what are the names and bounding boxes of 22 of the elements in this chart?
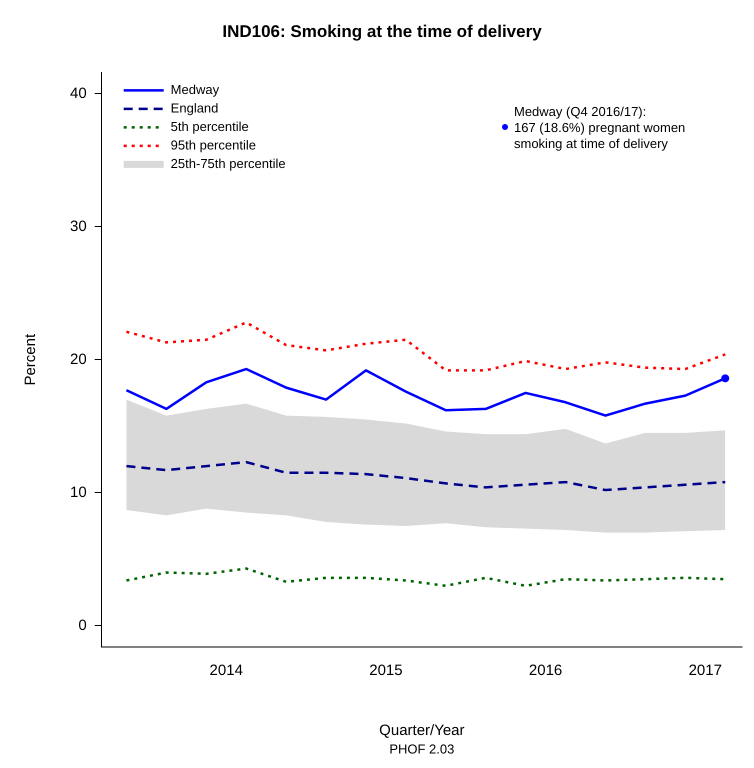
legend-label: Medway	[170, 82, 220, 97]
legend-label: 5th percentile	[170, 118, 249, 134]
annotation: Medway (Q4 2016/17): 167 (18.6%) pregnant women smoking at time of delivery	[514, 104, 686, 151]
y-tick-label: 0	[78, 616, 87, 634]
x-tick-label: 2015	[369, 662, 403, 680]
x-tick-label: 2017	[688, 662, 722, 680]
x-tick-label: 2014	[210, 662, 243, 680]
legend-label: 95th percentile	[170, 137, 256, 152]
chart-title: IND106: Smoking at the time of delivery	[222, 22, 542, 41]
y-tick-label: 10	[70, 484, 87, 501]
y-tick-label: 20	[70, 350, 87, 368]
line-series	[125, 321, 726, 372]
y-tick-label: 30	[70, 218, 87, 235]
line-series	[125, 567, 726, 588]
y-tick-label: 40	[70, 84, 87, 102]
legend-label: 25th-75th percentile	[170, 156, 286, 171]
text: PHOF 2.03	[389, 742, 454, 757]
legend-label: England	[170, 100, 218, 116]
x-axis-title: Quarter/Year	[379, 722, 465, 740]
x-tick-label: 2016	[528, 662, 562, 680]
y-axis-title: Percent	[22, 333, 40, 386]
line-series	[125, 460, 726, 492]
